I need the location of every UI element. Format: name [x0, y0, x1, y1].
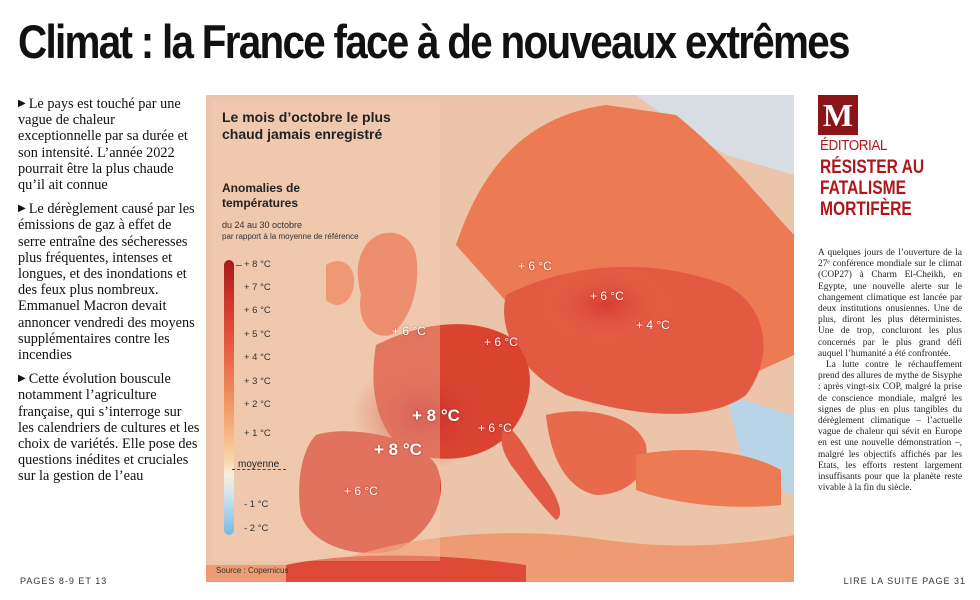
le-monde-logo: M	[818, 95, 858, 135]
italy-shape	[501, 425, 561, 520]
bullet-icon: ▶	[18, 203, 26, 215]
editorial-paragraph: A quelques jours de l’ouverture de la 27…	[818, 248, 962, 359]
average-label: moyenne	[238, 459, 280, 470]
editorial-title[interactable]: RÉSISTER AU FATALISME MORTIFÈRE	[820, 157, 925, 220]
average-line	[232, 469, 286, 470]
legend-color-scale	[224, 260, 234, 535]
lead-paragraph: ▶ Le pays est touché par une vague de cha…	[18, 96, 188, 194]
legend-period: du 24 au 30 octobre par rapport à la moy…	[222, 220, 359, 241]
legend-label: + 6 °C	[244, 305, 271, 316]
temperature-label: + 4 °C	[636, 318, 670, 332]
left-column: ▶ Le pays est touché par une vague de cha…	[18, 96, 200, 493]
iberia-shape	[299, 431, 442, 554]
editorial-body: A quelques jours de l’ouverture de la 27…	[818, 248, 962, 494]
lead-paragraph: ▶ Cette évolution bouscule notamment l’ag…	[18, 371, 200, 485]
read-more-link[interactable]: LIRE LA SUITE PAGE 31	[843, 576, 966, 586]
editorial-tag: ÉDITORIAL	[820, 137, 887, 154]
legend-label: + 7 °C	[244, 282, 271, 293]
headline: Climat : la France face à de nouveaux ex…	[18, 15, 850, 68]
temperature-label: + 6 °C	[518, 259, 552, 273]
temperature-label: + 6 °C	[344, 484, 378, 498]
editorial-paragraph: La lutte contre le réchauffement prend d…	[818, 360, 962, 494]
bullet-icon: ▶	[18, 98, 26, 109]
temperature-label: + 8 °C	[374, 440, 422, 459]
temperature-label: + 6 °C	[478, 421, 512, 435]
balkans-shape	[546, 411, 647, 495]
temperature-label: + 6 °C	[590, 289, 624, 303]
temperature-label: + 6 °C	[392, 324, 426, 338]
temperature-anomaly-map: Le mois d’octobre le plus chaud jamais e…	[206, 95, 794, 582]
lead-paragraph: ▶ Le dérèglement causé par les émissions …	[18, 201, 195, 364]
legend-label: - 1 °C	[244, 499, 269, 510]
legend-label: + 2 °C	[244, 399, 271, 410]
bullet-icon: ▶	[18, 373, 26, 385]
map-source: Source : Copernicus	[216, 566, 289, 575]
legend-title: Anomalies de températures	[222, 181, 301, 210]
map-title: Le mois d’octobre le plus chaud jamais e…	[222, 109, 391, 142]
legend-tick	[236, 265, 242, 266]
legend-label: + 8 °C	[244, 259, 271, 270]
legend-label: + 1 °C	[244, 428, 271, 439]
british-isles-shape	[357, 232, 418, 336]
pages-reference[interactable]: PAGES 8-9 ET 13	[20, 576, 108, 586]
europe-map-graphic	[206, 95, 794, 582]
temperature-label: + 8 °C	[412, 406, 460, 425]
legend-label: - 2 °C	[244, 523, 269, 534]
legend-label: + 4 °C	[244, 352, 271, 363]
temperature-label: + 6 °C	[484, 335, 518, 349]
legend-label: + 3 °C	[244, 376, 271, 387]
legend-label: + 5 °C	[244, 329, 271, 340]
